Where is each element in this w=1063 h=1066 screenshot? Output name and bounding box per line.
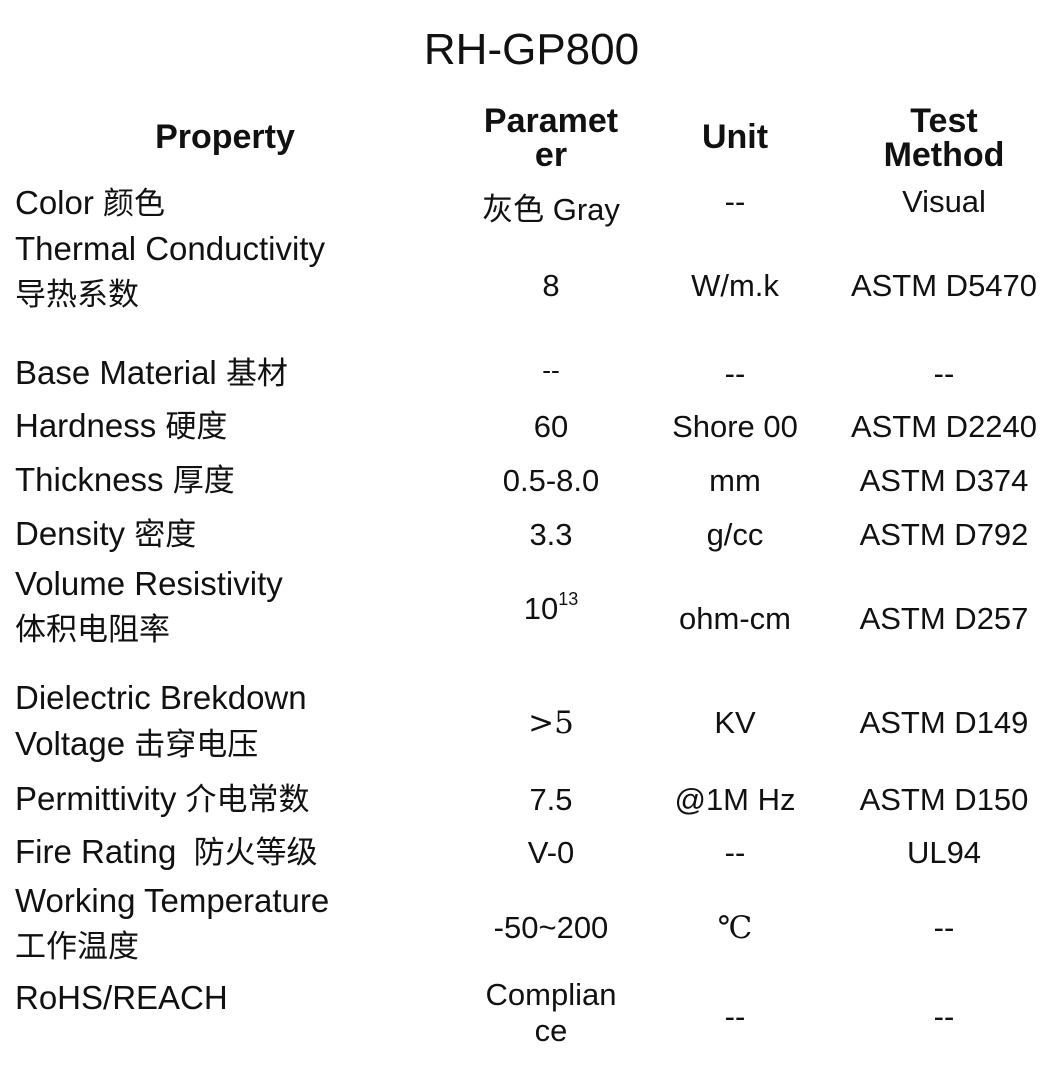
header-test-method: Test Method xyxy=(834,104,1054,172)
header-property-label: Property xyxy=(155,118,295,156)
property-label-zh: 介电常数 xyxy=(185,782,310,818)
unit-cell: -- xyxy=(724,835,746,870)
property-cell: Fire Rating 防火等级 xyxy=(15,829,318,876)
property-label-zh: 硬度 xyxy=(165,409,228,445)
parameter-value-en: Gray xyxy=(552,192,620,227)
parameter-cell: -- xyxy=(542,356,560,386)
property-cell: Density 密度 xyxy=(15,511,196,558)
property-label-en: Fire Rating xyxy=(15,833,177,870)
property-cell: RoHS/REACH xyxy=(15,975,228,1021)
property-cell: Dielectric Brekdown Voltage 击穿电压 xyxy=(15,675,307,768)
parameter-cell: >5 xyxy=(528,705,574,741)
property-label-en: Permittivity xyxy=(15,780,177,817)
unit-cell: W/m.k xyxy=(691,268,779,303)
parameter-value-line2: ce xyxy=(534,1013,568,1048)
unit-cell: g/cc xyxy=(706,517,764,552)
test-method-cell: ASTM D2240 xyxy=(850,409,1038,444)
test-method-cell: ASTM D792 xyxy=(859,517,1029,552)
property-cell: Hardness 硬度 xyxy=(15,403,227,450)
test-method-cell: ASTM D150 xyxy=(859,782,1029,817)
property-label-en: Color xyxy=(15,184,94,221)
unit-cell: Shore 00 xyxy=(672,409,798,444)
property-label-en: Thermal Conductivity xyxy=(15,230,325,267)
header-parameter-line1: Paramet xyxy=(483,102,619,140)
header-method-line2: Method xyxy=(883,136,1005,174)
property-label-en: Hardness xyxy=(15,407,157,444)
parameter-cell: Complian ce xyxy=(450,977,652,1049)
property-cell: Base Material 基材 xyxy=(15,350,288,397)
unit-cell: ohm-cm xyxy=(679,601,791,636)
parameter-cell: 1013 xyxy=(450,589,652,627)
property-label-en: Density xyxy=(15,515,126,552)
parameter-cell: 3.3 xyxy=(529,517,573,552)
property-label-zh: 厚度 xyxy=(172,463,235,499)
property-label-en: Volume Resistivity xyxy=(15,565,283,602)
property-label-en: Thickness xyxy=(15,461,164,498)
property-label-zh: 击穿电压 xyxy=(134,727,259,763)
header-unit-label: Unit xyxy=(701,118,769,156)
property-label-en: RoHS/REACH xyxy=(15,979,228,1016)
header-parameter-line2: er xyxy=(534,136,568,174)
test-method-cell: ASTM D149 xyxy=(859,705,1029,740)
property-cell: Thickness 厚度 xyxy=(15,457,235,504)
test-method-cell: ASTM D374 xyxy=(859,463,1029,498)
property-cell: Color 颜色 xyxy=(15,180,165,227)
parameter-base: 10 xyxy=(523,591,559,626)
property-label-zh: 密度 xyxy=(134,517,197,553)
property-label-zh: 颜色 xyxy=(103,186,166,222)
property-label-zh: 防火等级 xyxy=(193,835,318,871)
header-method-line1: Test xyxy=(910,102,978,140)
parameter-value-zh: 灰色 xyxy=(482,192,545,228)
property-label-zh: 工作温度 xyxy=(15,929,139,965)
unit-cell: @1M Hz xyxy=(674,782,796,817)
parameter-exponent: 13 xyxy=(558,589,579,609)
test-method-cell: Visual xyxy=(902,184,986,219)
property-cell: Permittivity 介电常数 xyxy=(15,776,310,823)
unit-cell: -- xyxy=(724,999,746,1034)
parameter-cell: 灰色 Gray xyxy=(450,184,652,229)
unit-cell: ℃ xyxy=(717,910,753,946)
property-label-zh: 基材 xyxy=(225,356,288,392)
page-title: RH-GP800 xyxy=(423,25,640,74)
property-label-en-line1: Dielectric Brekdown xyxy=(15,679,307,716)
parameter-cell: 60 xyxy=(533,409,569,444)
property-label-en: Base Material xyxy=(15,354,217,391)
property-label-zh: 体积电阻率 xyxy=(15,612,170,648)
property-cell: Thermal Conductivity 导热系数 xyxy=(15,226,325,318)
parameter-cell: V-0 xyxy=(527,835,575,870)
property-label-en: Voltage xyxy=(15,725,126,762)
parameter-cell: 0.5-8.0 xyxy=(502,463,600,498)
test-method-cell: -- xyxy=(933,910,955,945)
property-label-en: Working Temperature xyxy=(15,882,330,919)
unit-cell: -- xyxy=(724,356,746,391)
parameter-cell: -50~200 xyxy=(493,910,609,945)
header-unit: Unit xyxy=(636,120,834,154)
unit-cell: mm xyxy=(709,463,761,498)
unit-cell: -- xyxy=(724,184,746,219)
parameter-value-line1: Complian xyxy=(485,977,617,1012)
parameter-cell: 7.5 xyxy=(529,782,573,817)
parameter-cell: 8 xyxy=(542,268,560,303)
property-label-en-line2: Voltage 击穿电压 xyxy=(15,721,307,768)
header-property: Property xyxy=(120,120,330,154)
test-method-cell: -- xyxy=(933,356,955,391)
test-method-cell: ASTM D5470 xyxy=(850,268,1038,303)
test-method-cell: UL94 xyxy=(906,835,982,870)
test-method-cell: ASTM D257 xyxy=(859,601,1029,636)
unit-cell: KV xyxy=(714,705,756,740)
property-cell: Volume Resistivity 体积电阻率 xyxy=(15,561,283,653)
header-parameter: Paramet er xyxy=(450,104,652,172)
property-cell: Working Temperature 工作温度 xyxy=(15,878,329,970)
test-method-cell: -- xyxy=(933,999,955,1034)
property-label-zh: 导热系数 xyxy=(15,277,139,313)
